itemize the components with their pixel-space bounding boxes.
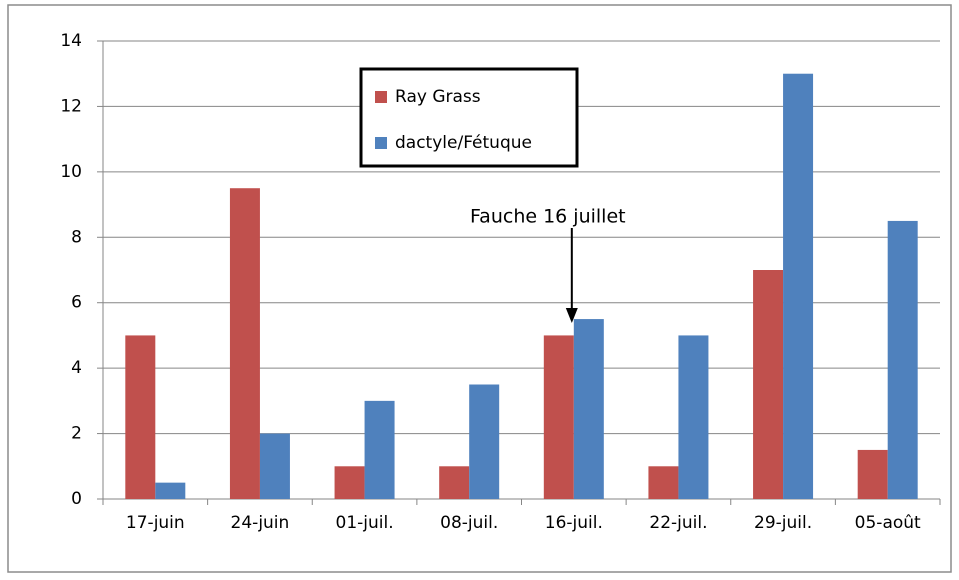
bar bbox=[334, 466, 365, 499]
x-tick-label: 29-juil. bbox=[754, 513, 812, 533]
x-tick-label: 05-août bbox=[855, 513, 921, 533]
y-tick-label: 14 bbox=[60, 31, 82, 51]
legend-label: dactyle/Fétuque bbox=[395, 133, 532, 153]
bar bbox=[229, 188, 260, 499]
annotation-arrowhead bbox=[565, 308, 578, 323]
y-tick-label: 12 bbox=[60, 96, 82, 116]
bar bbox=[857, 449, 888, 499]
bar bbox=[783, 73, 814, 499]
bar bbox=[573, 319, 604, 499]
bar bbox=[259, 433, 290, 499]
legend-label: Ray Grass bbox=[395, 87, 481, 107]
x-tick-label: 22-juil. bbox=[649, 513, 707, 533]
x-tick-label: 17-juin bbox=[126, 513, 185, 533]
bar bbox=[155, 482, 186, 499]
bar bbox=[364, 400, 395, 499]
annotation: Fauche 16 juillet bbox=[470, 206, 626, 228]
bar bbox=[543, 335, 574, 499]
bar bbox=[648, 466, 679, 499]
y-tick-label: 6 bbox=[71, 293, 82, 313]
bar bbox=[678, 335, 709, 499]
legend-swatch bbox=[375, 137, 387, 149]
legend-swatch bbox=[375, 91, 387, 103]
legend-box bbox=[359, 67, 579, 168]
y-tick-label: 2 bbox=[71, 424, 82, 444]
x-tick-label: 01-juil. bbox=[336, 513, 394, 533]
y-tick-label: 10 bbox=[60, 162, 82, 182]
x-tick-label: 08-juil. bbox=[440, 513, 498, 533]
bar bbox=[469, 384, 500, 499]
y-tick-label: 0 bbox=[71, 489, 82, 509]
y-tick-label: 4 bbox=[71, 358, 82, 378]
x-tick-label: 16-juil. bbox=[545, 513, 603, 533]
bar bbox=[125, 335, 156, 499]
bar bbox=[887, 220, 918, 499]
x-tick-label: 24-juin bbox=[231, 513, 290, 533]
bar bbox=[439, 466, 470, 499]
bar bbox=[753, 270, 784, 499]
y-tick-label: 8 bbox=[71, 227, 82, 247]
